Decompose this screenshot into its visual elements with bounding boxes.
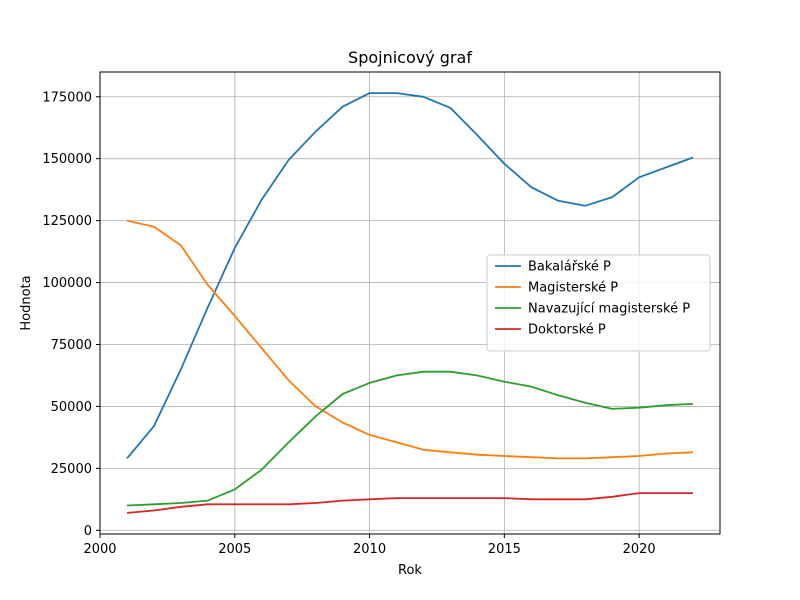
x-tick-label: 2010 <box>353 542 386 557</box>
y-tick-label: 75000 <box>51 338 92 353</box>
axis-ticks: 2000 2005 2010 2015 2020 0 25000 50000 75000 1000… <box>42 90 655 557</box>
x-axis-title: Rok <box>398 563 422 578</box>
legend-label: Magisterské P <box>528 281 618 296</box>
y-tick-label: 175000 <box>42 90 92 105</box>
legend-box <box>486 254 711 352</box>
plot-frame <box>99 71 721 535</box>
legend: Bakalářské P Magisterské P Navazující magi… <box>486 254 711 352</box>
y-tick-label: 100000 <box>42 276 92 291</box>
y-tick-label: 150000 <box>42 152 92 167</box>
y-tick-label: 125000 <box>42 214 92 229</box>
y-tick-label: 0 <box>84 524 92 539</box>
y-tick-label: 50000 <box>51 400 92 415</box>
legend-label: Doktorské P <box>528 323 606 338</box>
series-line-2 <box>126 219 694 460</box>
x-tick-label: 2020 <box>623 542 656 557</box>
series-lines <box>126 92 694 514</box>
x-tick-label: 2000 <box>83 542 116 557</box>
x-tick-label: 2005 <box>218 542 251 557</box>
chart-title: Spojnicový graf <box>348 48 472 67</box>
legend-label: Bakalářské P <box>528 260 611 275</box>
series-line-3 <box>126 370 694 507</box>
legend-label: Navazující magisterské P <box>528 302 690 317</box>
series-line-4 <box>126 492 693 514</box>
x-tick-label: 2015 <box>488 542 521 557</box>
series-line-1 <box>126 92 694 459</box>
y-tick-label: 25000 <box>51 462 92 477</box>
y-axis-title: Hodnota <box>19 275 34 330</box>
